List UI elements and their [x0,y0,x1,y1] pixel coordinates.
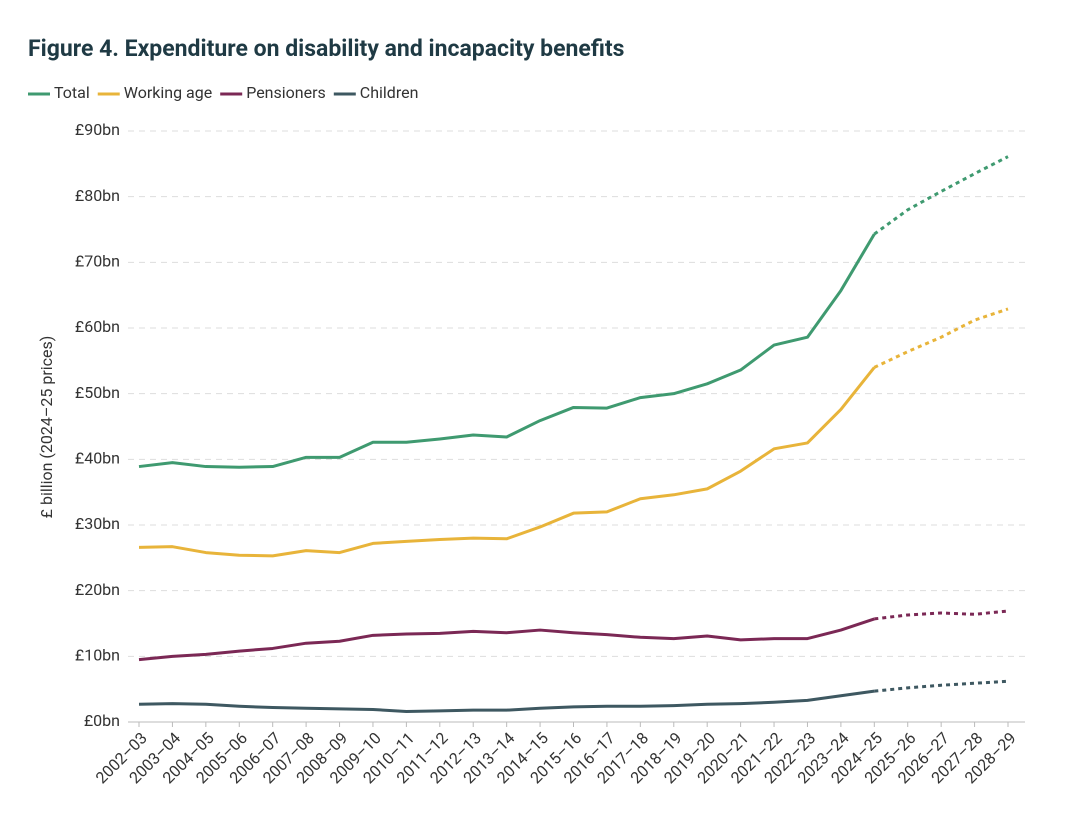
projection-line [873,307,1009,369]
projection-line [874,679,1009,693]
series-line [138,233,876,469]
chart-title: Figure 4. Expenditure on disability and … [28,35,624,62]
y-tick-label: £80bn [75,186,120,205]
y-tick-label: £90bn [75,120,120,139]
y-tick-label: £0bn [84,711,120,730]
series-line [138,366,876,558]
y-axis-label: £ billion (2024–25 prices) [37,336,56,519]
projection-line [874,609,1009,621]
legend-label: Total [54,83,90,102]
y-tick-label: £60bn [75,317,120,336]
y-tick-label: £10bn [75,646,120,665]
y-tick-label: £40bn [75,449,120,468]
y-tick-label: £50bn [75,383,120,402]
legend-label: Working age [124,83,212,102]
legend-label: Children [360,83,419,102]
projection-line [873,155,1009,236]
series-line [138,689,875,713]
legend-label: Pensioners [246,83,326,102]
series-line [138,617,875,662]
y-tick-label: £70bn [75,252,120,271]
y-tick-label: £30bn [75,514,120,533]
y-tick-label: £20bn [75,580,120,599]
